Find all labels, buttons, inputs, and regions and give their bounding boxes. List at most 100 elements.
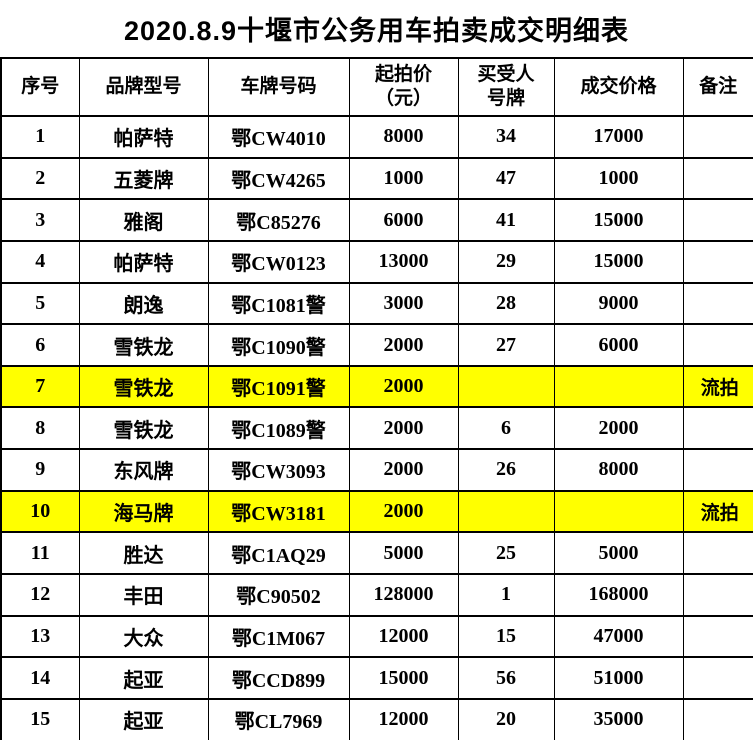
start-price-cell: 2000 [348, 364, 459, 409]
auction-table: 序号 品牌型号 车牌号码 起拍价 （元） 买受人 号牌 [0, 57, 753, 740]
remark-cell: 流拍 [682, 489, 753, 534]
serial-cell: 3 [0, 198, 80, 242]
final-price-cell: 47000 [553, 614, 684, 659]
remark-cell [682, 156, 753, 201]
serial-cell: 15 [0, 697, 80, 740]
buyer-number-cell: 47 [457, 156, 555, 201]
plate-cell: 鄂C90502 [207, 573, 350, 617]
brand-cell: 胜达 [78, 531, 209, 576]
plate-cell: 鄂CW3093 [207, 448, 350, 492]
brand-cell: 雪铁龙 [78, 364, 209, 409]
remark-cell [682, 697, 753, 740]
col-header-label: 序号 [21, 76, 60, 98]
final-price-cell: 6000 [553, 323, 684, 367]
remark-cell [682, 281, 753, 326]
final-price-cell: 9000 [553, 281, 684, 326]
plate-cell: 鄂C85276 [207, 198, 350, 242]
col-header-label-line2: （元） [374, 88, 432, 109]
table-row: 4 帕萨特 鄂CW0123 13000 29 15000 [0, 239, 753, 284]
table-row: 3 雅阁 鄂C85276 6000 41 15000 [0, 198, 753, 242]
start-price-cell: 3000 [348, 281, 459, 326]
buyer-number-cell: 29 [457, 239, 555, 284]
remark-cell [682, 239, 753, 284]
buyer-number-cell: 15 [457, 614, 555, 659]
brand-cell: 东风牌 [78, 448, 209, 492]
start-price-cell: 8000 [348, 115, 459, 159]
start-price-cell: 12000 [348, 614, 459, 659]
start-price-cell: 15000 [348, 656, 459, 700]
start-price-cell: 2000 [348, 323, 459, 367]
start-price-cell: 13000 [348, 239, 459, 284]
start-price-cell: 128000 [348, 573, 459, 617]
serial-cell: 9 [0, 448, 80, 492]
buyer-number-cell: 6 [457, 406, 555, 451]
buyer-number-cell: 28 [457, 281, 555, 326]
header-row: 序号 品牌型号 车牌号码 起拍价 （元） 买受人 号牌 [0, 57, 753, 117]
table-row: 7 雪铁龙 鄂C1091警 2000 流拍 [0, 364, 753, 409]
final-price-cell [553, 489, 684, 534]
col-header-plate-number: 车牌号码 [207, 57, 350, 117]
serial-cell: 12 [0, 573, 80, 617]
buyer-number-cell: 1 [457, 573, 555, 617]
buyer-number-cell [457, 364, 555, 409]
final-price-cell: 8000 [553, 448, 684, 492]
col-header-remark: 备注 [682, 57, 753, 117]
start-price-cell: 6000 [348, 198, 459, 242]
buyer-number-cell [457, 489, 555, 534]
remark-cell [682, 448, 753, 492]
final-price-cell: 35000 [553, 697, 684, 740]
final-price-cell: 2000 [553, 406, 684, 451]
col-header-serial: 序号 [0, 57, 80, 117]
plate-cell: 鄂C1089警 [207, 406, 350, 451]
serial-cell: 14 [0, 656, 80, 700]
brand-cell: 雪铁龙 [78, 323, 209, 367]
table-row: 13 大众 鄂C1M067 12000 15 47000 [0, 614, 753, 659]
brand-cell: 五菱牌 [78, 156, 209, 201]
table-body: 1 帕萨特 鄂CW4010 8000 34 17000 2 五菱牌 鄂CW4265 1000 47 1… [0, 115, 753, 740]
col-header-label-line2: 号牌 [486, 88, 525, 109]
final-price-cell: 15000 [553, 198, 684, 242]
serial-cell: 5 [0, 281, 80, 326]
buyer-number-cell: 26 [457, 448, 555, 492]
final-price-cell: 51000 [553, 656, 684, 700]
final-price-cell: 5000 [553, 531, 684, 576]
plate-cell: 鄂C1081警 [207, 281, 350, 326]
table-row: 8 雪铁龙 鄂C1089警 2000 6 2000 [0, 406, 753, 451]
brand-cell: 朗逸 [78, 281, 209, 326]
brand-cell: 帕萨特 [78, 239, 209, 284]
start-price-cell: 2000 [348, 489, 459, 534]
final-price-cell: 1000 [553, 156, 684, 201]
start-price-cell: 2000 [348, 448, 459, 492]
start-price-cell: 1000 [348, 156, 459, 201]
plate-cell: 鄂CL7969 [207, 697, 350, 740]
buyer-number-cell: 56 [457, 656, 555, 700]
serial-cell: 11 [0, 531, 80, 576]
remark-cell [682, 531, 753, 576]
buyer-number-cell: 20 [457, 697, 555, 740]
brand-cell: 丰田 [78, 573, 209, 617]
table-row: 12 丰田 鄂C90502 128000 1 168000 [0, 573, 753, 617]
col-header-final-price: 成交价格 [553, 57, 684, 117]
brand-cell: 帕萨特 [78, 115, 209, 159]
table-row: 14 起亚 鄂CCD899 15000 56 51000 [0, 656, 753, 700]
col-header-label: 品牌型号 [105, 76, 182, 98]
table-row: 15 起亚 鄂CL7969 12000 20 35000 [0, 697, 753, 740]
remark-cell [682, 115, 753, 159]
start-price-cell: 12000 [348, 697, 459, 740]
col-header-label: 车牌号码 [240, 76, 317, 98]
brand-cell: 起亚 [78, 697, 209, 740]
remark-cell [682, 198, 753, 242]
final-price-cell [553, 364, 684, 409]
table-row: 11 胜达 鄂C1AQ29 5000 25 5000 [0, 531, 753, 576]
brand-cell: 海马牌 [78, 489, 209, 534]
plate-cell: 鄂CW0123 [207, 239, 350, 284]
serial-cell: 1 [0, 115, 80, 159]
remark-cell [682, 323, 753, 367]
table-row: 2 五菱牌 鄂CW4265 1000 47 1000 [0, 156, 753, 201]
table-row: 10 海马牌 鄂CW3181 2000 流拍 [0, 489, 753, 534]
buyer-number-cell: 25 [457, 531, 555, 576]
col-header-label: 备注 [699, 76, 738, 98]
serial-cell: 6 [0, 323, 80, 367]
final-price-cell: 17000 [553, 115, 684, 159]
